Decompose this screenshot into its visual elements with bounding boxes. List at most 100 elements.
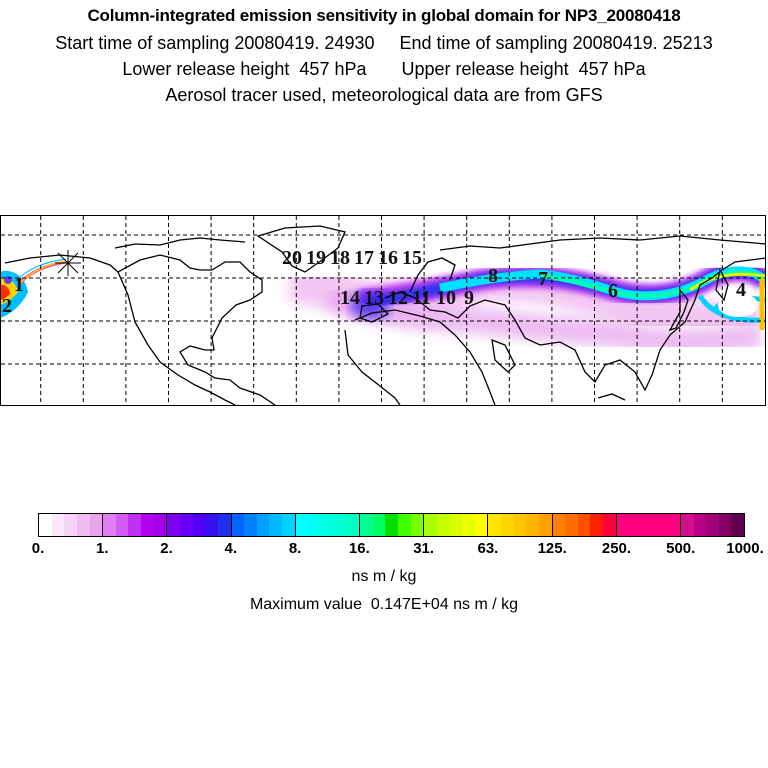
colorbar-segment (424, 514, 489, 536)
colorbar-swatch (231, 514, 245, 536)
colorbar-swatch (244, 514, 257, 536)
colorbar-tick-label: 8. (288, 540, 302, 557)
colorbar-swatch (397, 514, 411, 536)
colorbar-swatch (39, 514, 52, 536)
colorbar-swatch (577, 514, 591, 536)
colorbar-swatch (680, 514, 694, 536)
colorbar-segment (488, 514, 553, 536)
colorbar-tick-label: 500. (666, 540, 696, 557)
colorbar-swatch (590, 514, 604, 536)
colorbar-swatch (295, 514, 309, 536)
trajectory-label: 13 (364, 287, 384, 309)
colorbar-swatch (192, 514, 206, 536)
colorbar-swatch (641, 514, 655, 536)
colorbar-swatch (205, 514, 218, 536)
trajectory-label: 2 (2, 295, 12, 317)
trajectory-label: 20 (282, 247, 302, 269)
colorbar-swatch (500, 514, 514, 536)
colorbar-swatch (513, 514, 527, 536)
colorbar-swatch (693, 514, 707, 536)
sampling-time-line: Start time of sampling 20080419. 24930 E… (55, 33, 713, 53)
colorbar-swatch (103, 514, 116, 536)
colorbar-swatch (153, 514, 167, 536)
maximum-value-text: Maximum value 0.147E+04 ns m / kg (249, 596, 519, 613)
trajectory-label: 19 (306, 247, 326, 269)
colorbar-swatch (51, 514, 65, 536)
colorbar-tick-label: 4. (224, 540, 238, 557)
colorbar-swatch (616, 514, 630, 536)
colorbar-tick-label: 31. (413, 540, 435, 557)
colorbar-tick-label: 1. (96, 540, 109, 557)
colorbar-swatch (474, 514, 488, 536)
colorbar-swatch (321, 514, 334, 536)
colorbar-segment (359, 514, 425, 536)
trajectory-label: 1 (14, 274, 24, 296)
colorbar-segment (231, 514, 296, 536)
trajectory-label: 17 (354, 247, 374, 269)
trajectory-label: 15 (402, 247, 422, 269)
colorbar-swatch (565, 514, 578, 536)
colorbar-swatch (449, 514, 463, 536)
colorbar-tick-label: 2. (160, 540, 173, 557)
colorbar-tick-label: 1000. (726, 540, 764, 557)
colorbar-swatch (115, 514, 129, 536)
trajectory-labels: 1 2 4 6 7 8 9 10 11 12 13 14 15 16 17 18… (2, 247, 746, 317)
colorbar-swatch (76, 514, 90, 536)
colorbar-swatch (256, 514, 270, 536)
colorbar-segment (167, 514, 232, 536)
trajectory-label: 14 (340, 287, 360, 309)
colorbar-segment (552, 514, 617, 536)
emission-sensitivity-plume (0, 258, 768, 356)
colorbar-swatch (488, 514, 501, 536)
colorbar-swatch (333, 514, 347, 536)
colorbar-swatch (385, 514, 398, 536)
colorbar-swatch (629, 514, 642, 536)
colorbar-swatch (128, 514, 142, 536)
colorbar-swatch (462, 514, 475, 536)
colorbar-swatch (64, 514, 77, 536)
colorbar-swatch (372, 514, 386, 536)
colorbar-swatch (89, 514, 103, 536)
colorbar-swatch (180, 514, 193, 536)
colorbar-swatch (308, 514, 322, 536)
colorbar-swatch (538, 514, 552, 536)
colorbar-swatch (731, 514, 745, 536)
trajectory-label: 10 (436, 287, 456, 309)
colorbar-swatch (718, 514, 732, 536)
colorbar-tick-label: 63. (477, 540, 499, 557)
colorbar-tick-label: 250. (601, 540, 632, 557)
trajectory-label: 4 (736, 279, 746, 301)
colorbar-swatch (167, 514, 181, 536)
colorbar-tick-label: 125. (537, 540, 567, 557)
colorbar-swatch (706, 514, 719, 536)
trajectory-label: 6 (608, 280, 618, 302)
colorbar-tick-label: 0. (31, 540, 45, 557)
colorbar-swatch (282, 514, 295, 536)
colorbar-swatch (217, 514, 231, 536)
colorbar-segment (103, 514, 168, 536)
trajectory-label: 11 (412, 287, 431, 309)
plot-title: Column-integrated emission sensitivity i… (87, 6, 681, 25)
map-canvas: 1 2 4 6 7 8 9 10 11 12 13 14 15 16 17 18… (0, 216, 768, 406)
lat-lon-grid (1, 216, 765, 405)
trajectory-label: 12 (388, 287, 408, 309)
colorbar-swatch (141, 514, 154, 536)
colorbar (38, 513, 745, 537)
release-height-line: Lower release height 457 hPa Upper relea… (122, 59, 646, 79)
colorbar-swatch (346, 514, 359, 536)
trajectory-label: 9 (464, 287, 474, 309)
colorbar-swatch (526, 514, 539, 536)
colorbar-swatch (410, 514, 424, 536)
colorbar-swatch (424, 514, 437, 536)
trajectory-label: 7 (538, 268, 548, 290)
colorbar-swatch (667, 514, 680, 536)
colorbar-swatch (654, 514, 668, 536)
colorbar-segment (616, 514, 681, 536)
colorbar-swatch (552, 514, 566, 536)
colorbar-swatch (603, 514, 616, 536)
trajectory-label: 18 (330, 247, 350, 269)
colorbar-segment (39, 514, 104, 536)
colorbar-swatch (436, 514, 450, 536)
colorbar-swatch (359, 514, 373, 536)
tracer-info-line: Aerosol tracer used, meteorological data… (165, 85, 603, 105)
